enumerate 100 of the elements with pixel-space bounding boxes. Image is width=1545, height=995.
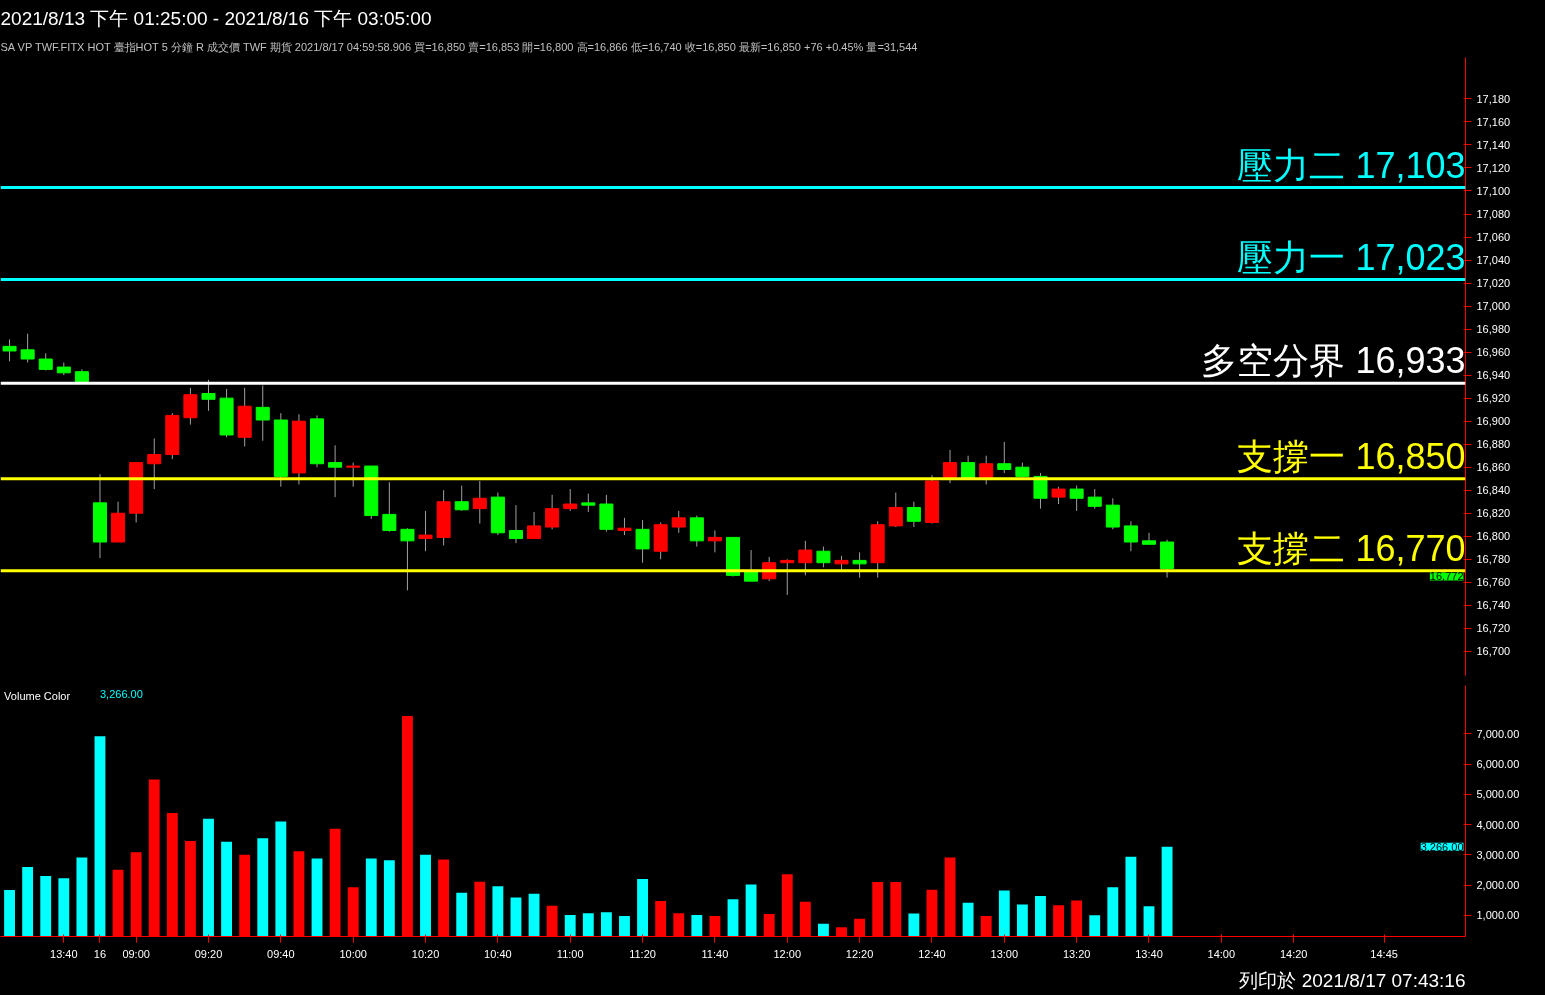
candlestick [581,493,596,513]
y-tick-label: 4,000.00 [1476,818,1520,831]
annotation: 16,772 [1429,570,1464,583]
y-tick-label: 16,900 [1476,415,1511,428]
x-tick-label: 10:40 [484,947,512,960]
candlestick [545,494,560,530]
candlestick [906,501,921,528]
candlestick [1069,485,1084,512]
x-tick-label: 13:00 [990,947,1019,960]
x-tick-label: 12:20 [845,947,874,960]
y-tick-label: 16,740 [1476,599,1511,612]
x-tick-label: 10:20 [411,947,440,960]
candlestick [671,510,686,534]
candlestick [382,481,397,533]
y-tick-label: 16,840 [1476,484,1511,497]
annotation: 3,266.00 [1420,840,1464,853]
y-tick-label: 1,000.00 [1476,909,1520,922]
y-tick-label: 17,180 [1476,92,1511,105]
ref-line-label: 支撐一 16,850 [1237,435,1466,477]
candlestick [798,540,813,576]
y-tick-label: 7,000.00 [1476,727,1520,740]
y-tick-label: 16,800 [1476,530,1511,543]
candlestick [1105,497,1120,530]
ref-line-label: 多空分界 16,933 [1201,340,1466,382]
y-tick-label: 17,100 [1476,185,1511,197]
y-tick-label: 17,040 [1476,254,1511,267]
y-tick-label: 6,000.00 [1476,758,1520,771]
x-tick-label: 13:20 [1062,947,1091,960]
candlestick [255,384,270,442]
text: 3,266.00 [99,687,143,700]
candlestick [852,551,867,579]
y-tick-label: 17,160 [1476,115,1511,128]
y-tick-label: 17,140 [1476,138,1511,151]
x-tick-label: 14:00 [1207,947,1236,960]
x-tick-label: 11:40 [701,947,729,960]
y-tick-label: 17,060 [1476,231,1511,244]
candlestick [635,519,650,564]
y-tick-label: 17,000 [1476,300,1511,313]
ref-line-label: 支撐二 16,770 [1237,527,1466,569]
candlestick [1087,488,1102,510]
y-tick-label: 16,960 [1476,346,1511,359]
x-tick-label: 16 [93,947,107,960]
text: 列印於 2021/8/17 07:43:16 [1239,969,1466,991]
y-tick-label: 17,080 [1476,208,1511,221]
x-tick-label: 09:40 [267,947,295,960]
y-tick-label: 16,920 [1476,392,1511,405]
candlestick [997,441,1012,474]
chart-subtitle: SA VP TWF.FITX HOT 臺指HOT 5 分鐘 R 成交價 TWF 期貨 2021/8/17 04:59:58.906 買=16,850 賣=16,853 開=16,800 高=16,866 低=16,740 收=16,850 最新=16,850 +76 +0.45% 量=31,544 [0,40,918,53]
annotation: Volume Color [4,689,71,702]
candlestick [563,488,578,512]
x-tick-label: 12:00 [773,947,802,960]
candlestick [707,529,722,553]
candlestick [20,333,35,363]
y-tick-label: 3,000.00 [1476,848,1520,861]
y-tick-label: 16,700 [1476,645,1511,658]
x-tick-label: 10:00 [339,947,367,960]
candlestick [1141,532,1156,545]
candlestick [418,510,433,552]
y-tick-label: 17,120 [1476,161,1511,174]
x-tick-label: 11:00 [556,947,584,960]
candlestick [979,455,994,485]
candlestick [508,504,523,544]
candlestick [527,511,542,540]
candlestick [147,437,162,490]
y-tick-label: 16,720 [1476,622,1511,635]
y-tick-label: 16,980 [1476,323,1511,336]
x-tick-label: 09:00 [122,947,150,960]
x-tick-label: 12:40 [918,947,946,960]
y-tick-label: 16,780 [1476,553,1511,566]
ref-line-label: 壓力二 17,103 [1237,144,1466,186]
y-tick-label: 5,000.00 [1476,788,1520,801]
candlestick [943,449,958,484]
candlestick [454,485,469,512]
y-tick-label: 16,940 [1476,369,1511,382]
candlestick [346,462,361,488]
candlestick [1123,520,1138,552]
candlestick [816,546,831,568]
candlestick [328,444,343,498]
y-tick-label: 16,820 [1476,507,1511,520]
x-tick-label: 14:20 [1279,947,1308,960]
y-tick-label: 17,020 [1476,277,1511,290]
candlestick [689,515,704,548]
candlestick [744,549,759,582]
candlestick [183,387,198,426]
chart-title: 2021/8/13 下午 01:25:00 - 2021/8/16 下午 03:05:00 [0,7,432,29]
candlestick [2,338,17,362]
ref-line-label: 壓力一 17,023 [1237,236,1466,278]
y-tick-label: 2,000.00 [1476,879,1520,892]
x-tick-label: 14:45 [1370,947,1398,960]
x-tick-label: 09:20 [194,947,223,960]
candlestick [472,480,487,525]
candlestick [780,558,795,596]
candlestick [201,379,216,412]
x-tick-label: 13:40 [1135,947,1163,960]
y-tick-label: 16,760 [1476,576,1511,589]
x-tick-label: 13:40 [50,947,78,960]
y-tick-label: 16,880 [1476,438,1511,451]
x-tick-label: 11:20 [629,947,656,960]
candlestick [400,527,415,591]
candlestick [888,492,903,528]
